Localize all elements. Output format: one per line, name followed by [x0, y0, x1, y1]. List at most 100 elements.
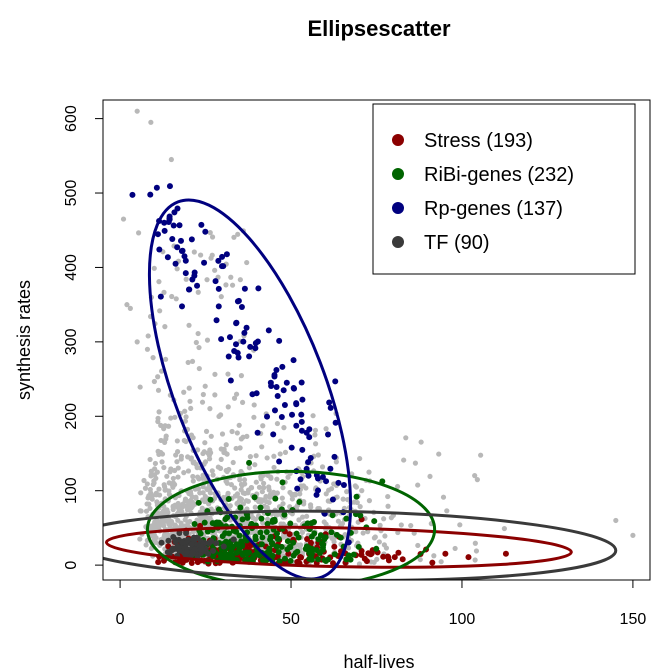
- bg-point: [237, 277, 243, 283]
- series-point: [155, 559, 162, 566]
- bg-point: [155, 448, 161, 454]
- bg-point: [224, 480, 230, 486]
- series-point: [190, 534, 197, 541]
- series-point: [233, 320, 240, 327]
- bg-point: [238, 373, 245, 379]
- bg-point: [263, 499, 270, 505]
- bg-point: [229, 282, 236, 288]
- bg-point: [248, 485, 255, 491]
- series-point: [252, 345, 259, 352]
- bg-point: [239, 482, 245, 489]
- bg-point: [264, 504, 270, 511]
- series-point: [247, 343, 254, 350]
- series-point: [166, 183, 173, 190]
- series-point: [297, 476, 304, 483]
- series-point: [207, 496, 214, 503]
- series-point: [244, 514, 251, 521]
- bg-point: [151, 378, 157, 385]
- bg-point: [208, 255, 214, 261]
- series-point: [353, 493, 360, 500]
- bg-point: [166, 488, 172, 494]
- bg-point: [173, 452, 179, 458]
- bg-point: [259, 489, 265, 495]
- legend-swatch-rp: [392, 202, 404, 214]
- bg-point: [177, 508, 183, 514]
- bg-point: [234, 430, 240, 436]
- series-point: [271, 516, 278, 523]
- series-point: [258, 515, 265, 522]
- series-point: [307, 539, 314, 546]
- series-point: [202, 228, 209, 235]
- series-point: [230, 527, 237, 534]
- bg-point: [359, 488, 365, 494]
- bg-point: [308, 504, 314, 510]
- bg-point: [278, 521, 284, 527]
- bg-point: [178, 524, 184, 530]
- bg-point: [264, 455, 270, 461]
- series-point: [165, 537, 172, 544]
- series-point: [305, 459, 312, 466]
- bg-point: [312, 427, 319, 433]
- x-tick-label: 150: [620, 611, 647, 628]
- bg-point: [195, 447, 201, 453]
- series-point: [246, 353, 253, 360]
- bg-point: [376, 539, 382, 545]
- series-point: [239, 516, 246, 523]
- bg-point: [277, 438, 284, 444]
- series-point: [328, 529, 335, 536]
- bg-point: [152, 466, 158, 472]
- bg-point: [144, 346, 151, 352]
- series-point: [306, 426, 313, 433]
- series-point: [225, 353, 232, 360]
- bg-point: [144, 481, 150, 487]
- bg-point: [252, 516, 259, 523]
- series-point: [170, 222, 177, 229]
- series-point: [278, 414, 285, 421]
- series-point: [267, 536, 274, 543]
- bg-point: [335, 518, 341, 524]
- series-point: [176, 530, 183, 537]
- bg-point: [218, 294, 224, 300]
- bg-point: [152, 460, 158, 467]
- bg-point: [357, 504, 363, 510]
- bg-point: [199, 399, 206, 405]
- series-point: [264, 520, 271, 527]
- bg-point: [195, 474, 201, 480]
- bg-point: [183, 276, 189, 282]
- series-point: [210, 547, 217, 554]
- series-point: [335, 479, 342, 486]
- bg-point: [205, 450, 211, 456]
- bg-point: [156, 279, 162, 285]
- series-point: [219, 533, 226, 540]
- bg-point: [258, 499, 265, 505]
- series-point: [255, 285, 262, 292]
- bg-point: [279, 495, 285, 501]
- bg-point: [162, 324, 168, 330]
- bg-point: [159, 451, 166, 457]
- bg-point: [230, 459, 236, 466]
- bg-point: [331, 539, 337, 545]
- x-tick-label: 100: [449, 611, 476, 628]
- bg-point: [630, 532, 636, 538]
- legend-swatch-stress: [392, 134, 404, 146]
- y-tick-label: 100: [63, 477, 80, 504]
- bg-point: [216, 413, 222, 420]
- y-tick-label: 200: [63, 403, 80, 430]
- series-point: [284, 538, 291, 545]
- bg-point: [394, 483, 401, 490]
- bg-point: [196, 365, 202, 372]
- series-point: [294, 485, 301, 492]
- bg-point: [138, 490, 144, 496]
- bg-point: [253, 479, 259, 485]
- series-point: [295, 534, 302, 541]
- series-point: [303, 543, 310, 550]
- bg-point: [232, 485, 238, 491]
- bg-point: [243, 498, 250, 504]
- series-point: [179, 247, 186, 254]
- series-point: [176, 222, 183, 229]
- series-point: [309, 545, 316, 552]
- bg-point: [148, 523, 155, 529]
- bg-point: [301, 501, 307, 507]
- bg-point: [280, 485, 286, 491]
- series-point: [332, 419, 339, 426]
